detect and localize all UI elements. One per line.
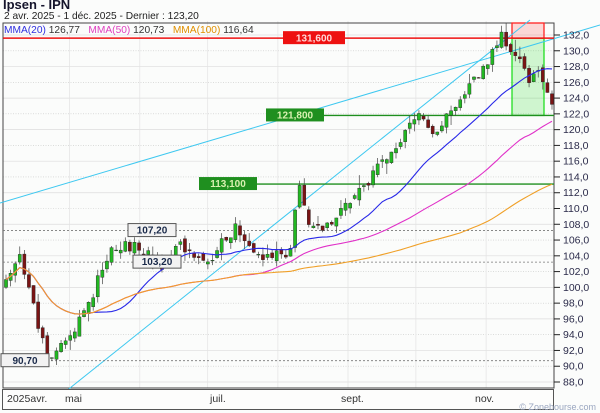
svg-text:92,0: 92,0	[563, 345, 584, 357]
svg-text:88,0: 88,0	[563, 377, 584, 389]
svg-text:90,70: 90,70	[12, 356, 37, 367]
svg-text:98,0: 98,0	[563, 298, 584, 310]
svg-text:90,0: 90,0	[563, 361, 584, 373]
svg-text:102,0: 102,0	[563, 266, 589, 278]
svg-text:126,0: 126,0	[563, 77, 589, 89]
svg-text:96,0: 96,0	[563, 313, 584, 325]
svg-text:106,0: 106,0	[563, 235, 589, 247]
svg-text:121,800: 121,800	[277, 111, 314, 122]
svg-text:118,0: 118,0	[563, 140, 589, 152]
svg-text:113,100: 113,100	[210, 179, 246, 190]
svg-text:103,20: 103,20	[142, 257, 173, 268]
svg-text:108,0: 108,0	[563, 219, 589, 231]
svg-text:120,0: 120,0	[563, 124, 589, 136]
svg-text:107,20: 107,20	[137, 226, 168, 237]
svg-text:114,0: 114,0	[563, 171, 589, 183]
svg-text:104,0: 104,0	[563, 250, 589, 262]
svg-text:124,0: 124,0	[563, 93, 589, 105]
svg-text:110,0: 110,0	[563, 203, 589, 215]
svg-text:100,0: 100,0	[563, 282, 589, 294]
svg-text:128,0: 128,0	[563, 61, 589, 73]
svg-text:116,0: 116,0	[563, 156, 589, 168]
svg-text:131,600: 131,600	[296, 33, 333, 44]
svg-text:122,0: 122,0	[563, 108, 589, 120]
svg-text:132,0: 132,0	[563, 30, 589, 42]
svg-text:112,0: 112,0	[563, 187, 589, 199]
svg-text:130,0: 130,0	[563, 45, 589, 57]
svg-text:94,0: 94,0	[563, 329, 584, 341]
